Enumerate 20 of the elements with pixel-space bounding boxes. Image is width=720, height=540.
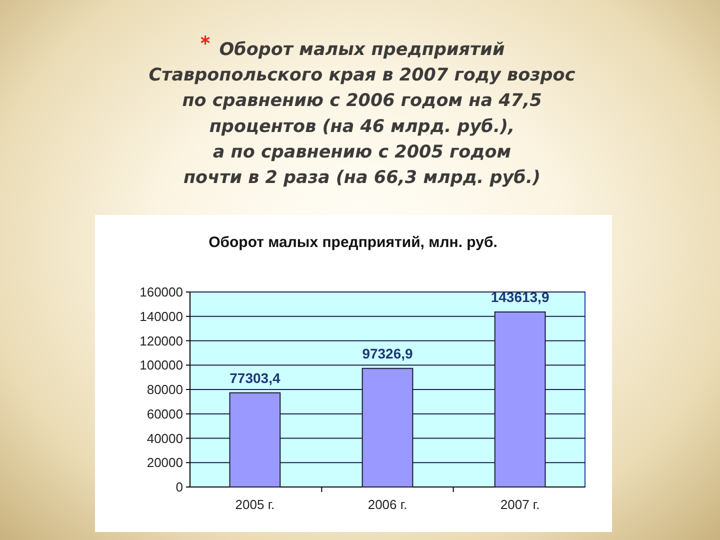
data-label: 97326,9	[362, 345, 414, 362]
y-tick-label: 140000	[140, 308, 183, 324]
y-tick-label: 120000	[140, 333, 183, 348]
y-tick-label: 160000	[140, 284, 183, 300]
x-tick-label: 2005 г.	[235, 497, 275, 512]
text: Оборот малых предприятий Ставропольского края в 2007 году возрос по сравнению с 2006 годом на 47,5 процентов (на 46 млрд. руб.), а по сравнению с 2005 годом почти в 2 раза (на 66,3 млрд. руб.)	[148, 40, 576, 188]
x-tick-label: 2006 г.	[368, 497, 408, 512]
data-label: 77303,4	[230, 370, 280, 386]
bar	[362, 368, 414, 488]
chart-title: Оборот малых предприятий, млн. руб.	[208, 234, 498, 251]
bar	[494, 311, 546, 488]
y-tick-label: 80000	[146, 382, 183, 398]
y-tick-label: 60000	[146, 406, 183, 422]
y-tick-label: 40000	[146, 430, 183, 446]
x-tick-label: 2007 г.	[500, 497, 540, 512]
y-tick-label: 100000	[140, 358, 183, 373]
y-tick-label: 0	[176, 480, 183, 495]
data-label: 143613,9	[490, 288, 550, 305]
y-tick-label: 20000	[146, 455, 183, 470]
bar	[229, 392, 281, 488]
